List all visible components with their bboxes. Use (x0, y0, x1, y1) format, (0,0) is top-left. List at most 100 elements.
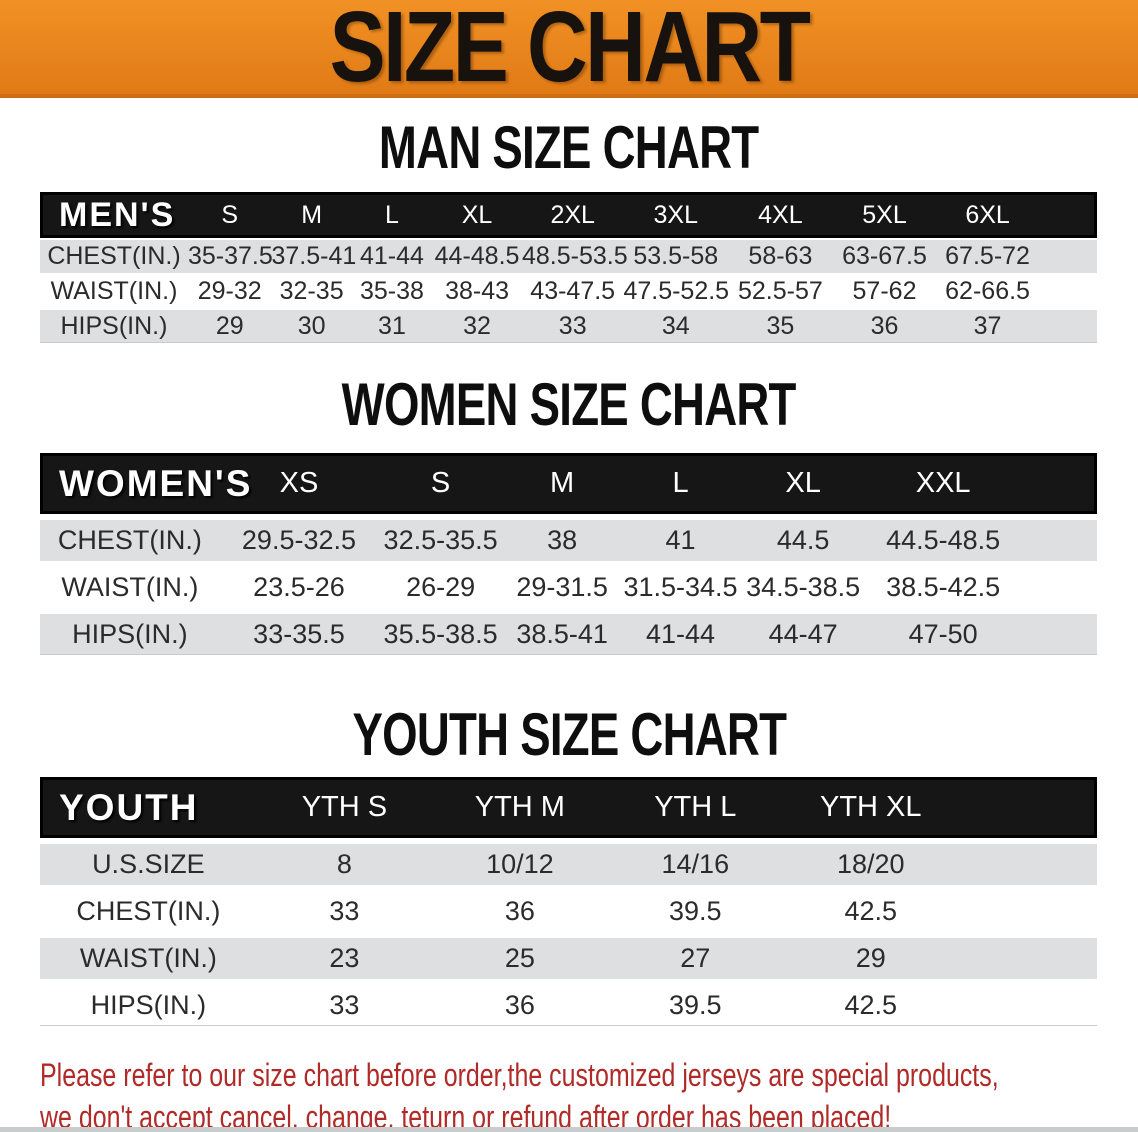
row-label: HIPS(IN.) (40, 614, 220, 655)
column-header: L (621, 453, 740, 514)
table-cell: 43-47.5 (521, 275, 624, 308)
table-row: CHEST(IN.) 35-37.5 37.5-41 41-44 44-48.5 48.5… (40, 240, 1097, 273)
page-title: SIZE CHART (329, 0, 811, 103)
table-cell: 32-35 (271, 275, 352, 308)
table-cell: 32.5-35.5 (378, 520, 503, 561)
row-label: CHEST(IN.) (40, 240, 188, 273)
table-cell: 18/20 (783, 844, 959, 885)
table-cell: 35-38 (351, 275, 433, 308)
table-cell: 34.5-38.5 (739, 567, 867, 608)
men-section-title: MAN SIZE CHART (0, 118, 1138, 178)
table-header-label: MEN'S (40, 192, 188, 238)
table-row: WAIST(IN.) 23 25 27 29 (40, 938, 1097, 979)
table-cell: 58-63 (728, 240, 833, 273)
table-cell: 35 (728, 310, 833, 343)
row-spacer-cell (958, 938, 1097, 979)
row-spacer-cell (1038, 240, 1097, 273)
column-header: 5XL (832, 192, 937, 238)
table-cell: 26-29 (378, 567, 503, 608)
table-cell: 10/12 (432, 844, 608, 885)
table-cell: 14/16 (607, 844, 784, 885)
men-section-title-text: MAN SIZE CHART (379, 114, 759, 181)
table-row: HIPS(IN.) 29 30 31 32 33 34 35 36 37 (40, 310, 1097, 343)
table-cell: 8 (256, 844, 433, 885)
table-cell: 29.5-32.5 (219, 520, 379, 561)
table-cell: 62-66.5 (936, 275, 1039, 308)
notice-line-2-text: we don't accept cancel, change, teturn o… (40, 1099, 892, 1132)
table-row: HIPS(IN.) 33-35.5 35.5-38.5 38.5-41 41-44 44-… (40, 614, 1097, 655)
table-cell: 41 (621, 520, 740, 561)
table-cell: 37.5-41 (271, 240, 356, 273)
row-spacer-cell (1038, 310, 1097, 343)
table-cell: 37 (936, 310, 1039, 343)
youth-size-table: YOUTH YTH S YTH M YTH L YTH XL U.S.SIZE 8 10/12… (40, 771, 1097, 1032)
notice-line-1: Please refer to our size chart before or… (40, 1054, 1138, 1096)
women-section-title-text: WOMEN SIZE CHART (342, 371, 797, 438)
row-spacer-cell (1019, 567, 1097, 608)
header-spacer-cell (1038, 192, 1097, 238)
column-header: S (187, 192, 272, 238)
header-spacer-cell (1019, 453, 1097, 514)
table-cell: 39.5 (607, 891, 784, 932)
column-header: 6XL (936, 192, 1039, 238)
table-cell: 36 (832, 310, 937, 343)
column-header: 3XL (623, 192, 729, 238)
table-cell: 67.5-72 (936, 240, 1039, 273)
table-cell: 33-35.5 (219, 614, 379, 655)
men-size-table: MEN'S S M L XL 2XL 3XL 4XL 5XL 6XL CHEST(IN.) 35-37… (40, 190, 1097, 345)
table-cell: 29 (187, 310, 272, 343)
table-cell: 36 (432, 891, 608, 932)
table-cell: 27 (607, 938, 784, 979)
women-section-title: WOMEN SIZE CHART (0, 375, 1138, 435)
table-cell: 38.5-42.5 (866, 567, 1020, 608)
row-label: WAIST(IN.) (40, 567, 220, 608)
table-row: WAIST(IN.) 29-32 32-35 35-38 38-43 43-47.5 47.… (40, 275, 1097, 308)
table-cell: 53.5-58 (623, 240, 729, 273)
table-cell: 23.5-26 (219, 567, 379, 608)
table-cell: 33 (256, 985, 433, 1026)
table-cell: 42.5 (783, 891, 959, 932)
column-header: XL (739, 453, 867, 514)
header-spacer-cell (958, 777, 1097, 838)
table-cell: 29-32 (187, 275, 272, 308)
row-spacer-cell (1019, 520, 1097, 561)
row-spacer-cell (958, 985, 1097, 1026)
row-label: HIPS(IN.) (40, 985, 257, 1026)
row-label: WAIST(IN.) (40, 938, 257, 979)
table-cell: 52.5-57 (728, 275, 833, 308)
table-header-row: WOMEN'S XS S M L XL XXL (40, 453, 1097, 514)
column-header: YTH L (607, 777, 784, 838)
table-header-row: MEN'S S M L XL 2XL 3XL 4XL 5XL 6XL (40, 192, 1097, 238)
table-row: CHEST(IN.) 33 36 39.5 42.5 (40, 891, 1097, 932)
row-label: HIPS(IN.) (40, 310, 188, 343)
table-cell: 44-47 (739, 614, 867, 655)
table-header-row: YOUTH YTH S YTH M YTH L YTH XL (40, 777, 1097, 838)
table-cell: 36 (432, 985, 608, 1026)
table-cell: 33 (521, 310, 624, 343)
notice-line-2: we don't accept cancel, change, teturn o… (40, 1096, 1138, 1132)
women-size-table: WOMEN'S XS S M L XL XXL CHEST(IN.) 29.5-32.5 32.5… (40, 447, 1097, 661)
column-header: YTH S (256, 777, 433, 838)
table-cell: 32 (432, 310, 522, 343)
row-spacer-cell (958, 891, 1097, 932)
order-notice: Please refer to our size chart before or… (40, 1054, 1138, 1132)
row-spacer-cell (958, 844, 1097, 885)
row-spacer-cell (1038, 275, 1097, 308)
table-cell: 38 (502, 520, 622, 561)
table-cell: 35-37.5 (187, 240, 273, 273)
table-cell: 41-44 (621, 614, 740, 655)
table-row: WAIST(IN.) 23.5-26 26-29 29-31.5 31.5-34.5 34… (40, 567, 1097, 608)
table-cell: 29-31.5 (502, 567, 622, 608)
row-label: U.S.SIZE (40, 844, 257, 885)
column-header: YTH M (432, 777, 608, 838)
table-cell: 44-48.5 (432, 240, 522, 273)
table-cell: 41-44 (351, 240, 433, 273)
column-header: M (271, 192, 352, 238)
table-row: U.S.SIZE 8 10/12 14/16 18/20 (40, 844, 1097, 885)
column-header: S (378, 453, 503, 514)
table-cell: 47-50 (866, 614, 1020, 655)
column-header: XL (432, 192, 522, 238)
column-header: L (351, 192, 433, 238)
table-cell: 48.5-53.5 (521, 240, 628, 273)
